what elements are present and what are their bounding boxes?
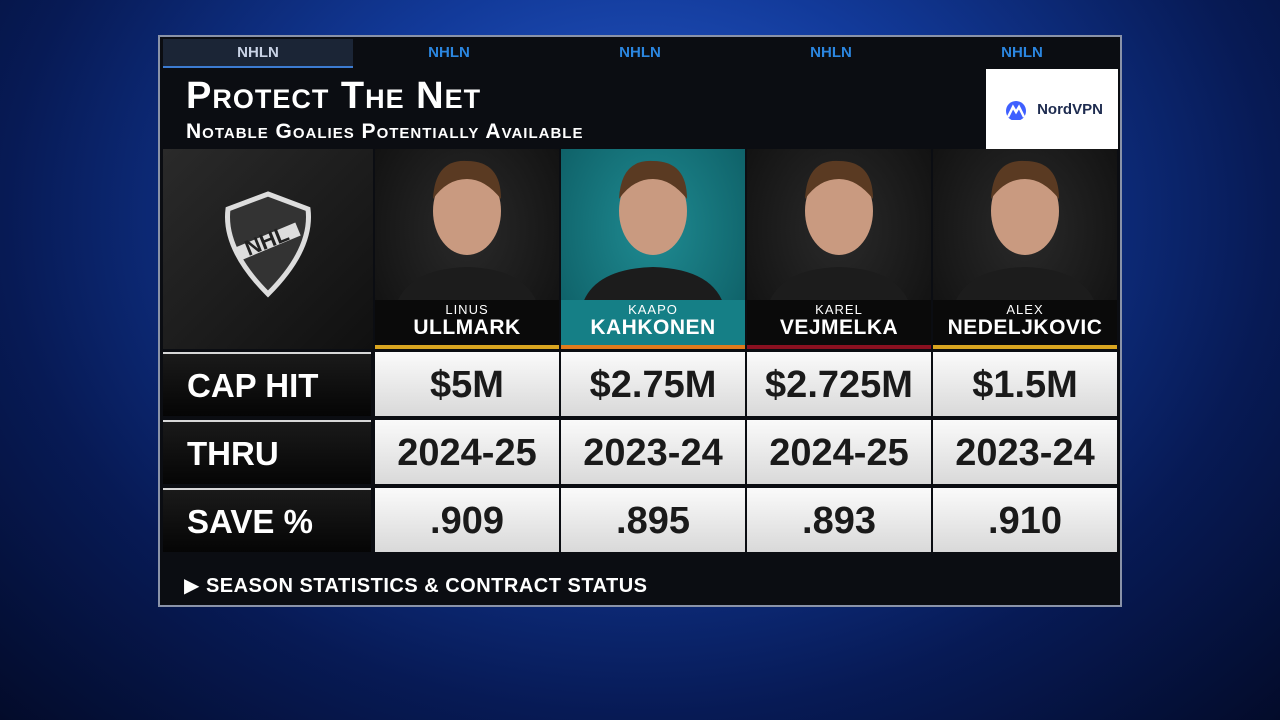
stat-cell: .893 bbox=[747, 488, 931, 552]
row-label: CAP HIT bbox=[163, 352, 371, 416]
footer-note: ▶ SEASON STATISTICS & CONTRACT STATUS bbox=[184, 575, 648, 597]
subtitle: Notable Goalies Potentially Available bbox=[186, 120, 584, 143]
player-last-name: KAHKONEN bbox=[590, 316, 716, 339]
player-photo: ALEX NEDELJKOVIC bbox=[933, 149, 1117, 349]
stat-cell: .895 bbox=[561, 488, 745, 552]
player-first-name: ALEX bbox=[1006, 302, 1044, 317]
tab: NHLN bbox=[619, 44, 661, 61]
tab: NHLN bbox=[428, 44, 470, 61]
row-label: THRU bbox=[163, 420, 371, 484]
footer-text: SEASON STATISTICS & CONTRACT STATUS bbox=[205, 575, 648, 597]
title: Protect The Net bbox=[186, 75, 482, 117]
name-plate: KAAPO KAHKONEN bbox=[561, 300, 745, 349]
tab: NHLN bbox=[1001, 44, 1043, 61]
name-plate: ALEX NEDELJKOVIC bbox=[933, 300, 1117, 349]
stat-cell: $2.75M bbox=[561, 352, 745, 416]
sponsor-icon bbox=[1006, 101, 1027, 120]
player-photo: KAREL VEJMELKA bbox=[747, 149, 931, 349]
player-silhouette bbox=[767, 160, 911, 309]
player-silhouette bbox=[581, 160, 725, 309]
stat-cell: .909 bbox=[375, 488, 559, 552]
stat-cell: 2024-25 bbox=[747, 420, 931, 484]
player-last-name: ULLMARK bbox=[413, 316, 521, 339]
stat-cell: 2023-24 bbox=[933, 420, 1117, 484]
stat-cell: $5M bbox=[375, 352, 559, 416]
player-photo: LINUS ULLMARK bbox=[375, 149, 559, 349]
player-silhouette bbox=[395, 160, 539, 309]
stat-cell: 2023-24 bbox=[561, 420, 745, 484]
tab: NHLN bbox=[810, 44, 852, 61]
league-logo: NHL bbox=[225, 191, 311, 298]
player-last-name: VEJMELKA bbox=[779, 316, 899, 339]
player-silhouette bbox=[953, 160, 1097, 309]
row-label: SAVE % bbox=[163, 488, 371, 552]
graphic-panel: Protect The Net Notable Goalies Potentia… bbox=[158, 35, 1122, 607]
player-last-name: NEDELJKOVIC bbox=[947, 316, 1103, 339]
sponsor-name: NordVPN bbox=[1037, 100, 1103, 118]
player-first-name: KAREL bbox=[815, 302, 863, 317]
name-plate: LINUS ULLMARK bbox=[375, 300, 559, 349]
player-first-name: LINUS bbox=[445, 302, 489, 317]
league-logo-cell: NHL bbox=[163, 149, 373, 349]
player-photo: KAAPO KAHKONEN bbox=[561, 149, 745, 349]
sponsor-logo: NordVPN bbox=[986, 69, 1118, 149]
stat-cell: $1.5M bbox=[933, 352, 1117, 416]
stat-cell: .910 bbox=[933, 488, 1117, 552]
player-first-name: KAAPO bbox=[628, 302, 678, 317]
stat-cell: 2024-25 bbox=[375, 420, 559, 484]
tab: NHLN bbox=[163, 39, 353, 68]
stat-cell: $2.725M bbox=[747, 352, 931, 416]
name-plate: KAREL VEJMELKA bbox=[747, 300, 931, 349]
